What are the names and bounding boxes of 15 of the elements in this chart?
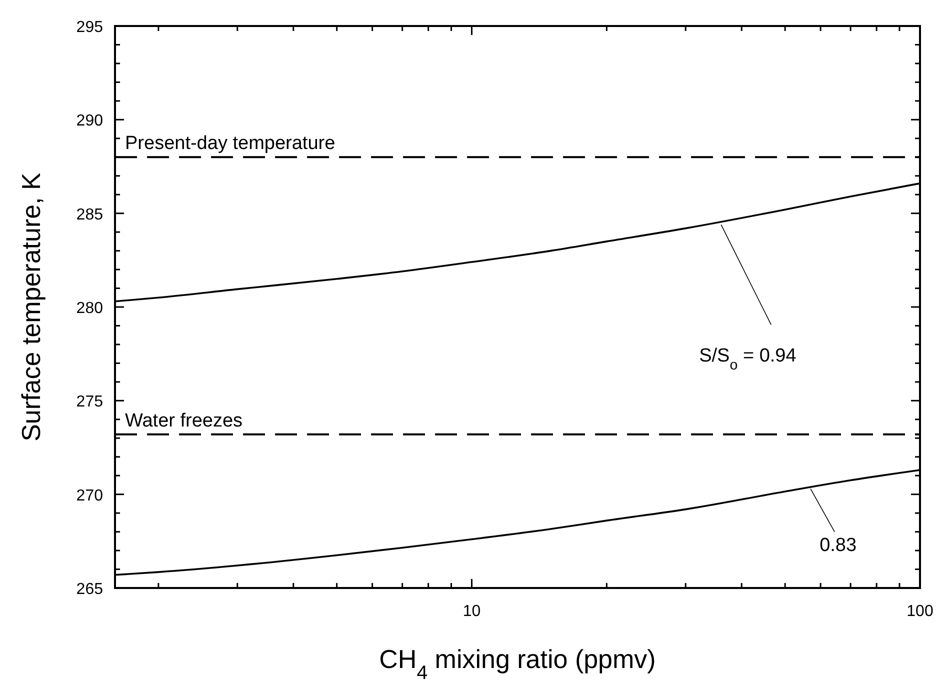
annotation: S/S$_{o}$ = 0.94 <box>699 346 797 374</box>
x-tick-label: 100 <box>906 603 934 620</box>
y-tick-label: 270 <box>76 487 104 504</box>
x-tick-label: 10 <box>462 603 481 620</box>
ref-line-label: Water freezes <box>125 410 243 432</box>
y-axis-title: Surface temperature, K <box>16 172 46 442</box>
x-axis-title: CH$_{4}$ mixing ratio (ppmv) <box>379 644 656 682</box>
annotation: 0.83 <box>820 534 857 556</box>
y-tick-label: 295 <box>76 19 104 36</box>
y-tick-label: 275 <box>76 394 104 411</box>
y-tick-label: 285 <box>76 206 104 224</box>
y-tick-label: 265 <box>76 581 104 598</box>
y-tick-label: 290 <box>76 112 104 130</box>
y-tick-label: 280 <box>76 300 104 317</box>
ref-line-label: Present-day temperature <box>125 133 336 154</box>
